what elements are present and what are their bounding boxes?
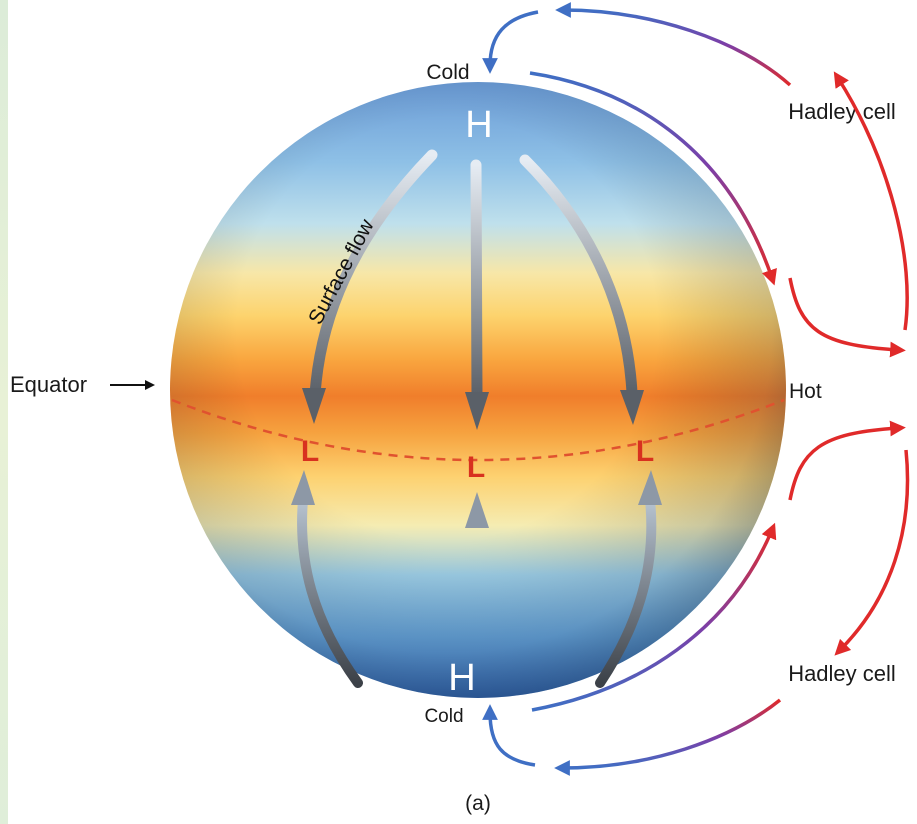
surface-flow-arrow-southwest [297, 495, 363, 688]
low-pressure-center: L [467, 451, 485, 484]
bottom-return-arrow [554, 698, 782, 776]
arrowhead [465, 392, 489, 430]
hadley-cell-label-south: Hadley cell [788, 661, 896, 686]
arrowhead [302, 388, 326, 424]
surface-flow-arrows-north [302, 149, 644, 430]
upper-poleward-flow-arrow [529, 71, 777, 286]
arrowhead [465, 492, 489, 528]
figure-caption: (a) [465, 792, 491, 815]
high-pressure-north: H [465, 104, 492, 146]
cold-label-north: Cold [426, 61, 469, 84]
lower-flow-arrow [531, 522, 777, 712]
high-pressure-south: H [448, 657, 475, 699]
low-pressure-east: L [636, 435, 654, 468]
arrowhead [620, 390, 644, 425]
low-pressure-west: L [301, 435, 319, 468]
equatorward-return-arrow [788, 277, 906, 358]
arrowhead [291, 470, 315, 505]
hadley-cell-label-north: Hadley cell [788, 99, 896, 124]
surface-flow-arrow-west [309, 149, 438, 401]
hadley-cell-north [482, 2, 909, 358]
cold-label-south: Cold [424, 706, 463, 727]
hot-label: Hot [789, 380, 822, 403]
polar-ascent-arrow [482, 704, 536, 767]
upper-return-arrow [555, 2, 792, 87]
surface-flow-arrows-south [291, 470, 662, 688]
descending-flow-arrow [834, 449, 910, 656]
surface-flow-arrow-east [519, 154, 638, 399]
rising-equator-arrow [788, 420, 906, 501]
left-edge-strip [0, 0, 8, 824]
rising-flow-arrow [833, 71, 909, 331]
polar-descent-arrow [482, 10, 539, 74]
surface-flow-arrow-center [470, 159, 483, 402]
hadley-cell-south [482, 420, 910, 776]
equator-label: Equator [10, 372, 87, 397]
surface-flow-arrow-southeast [595, 495, 657, 688]
equator-line [171, 398, 785, 462]
arrowhead [638, 470, 662, 505]
